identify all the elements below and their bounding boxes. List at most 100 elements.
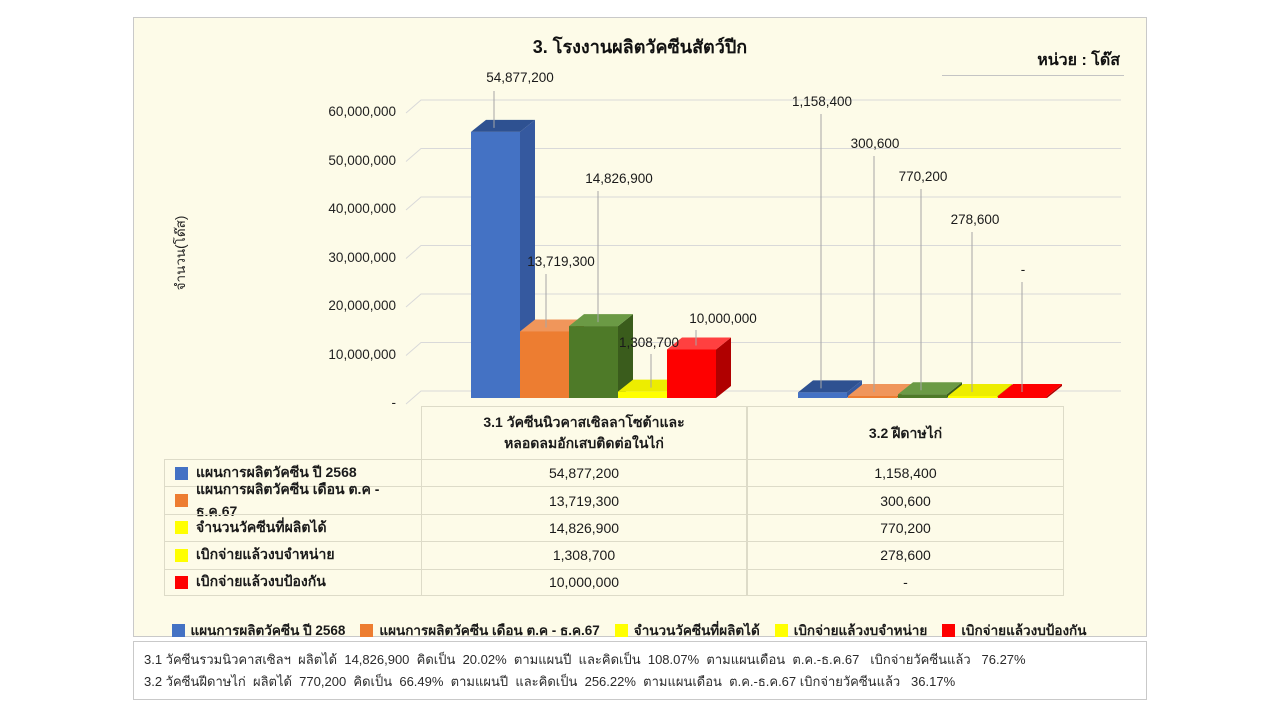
table-value-col2: 770,200 bbox=[747, 513, 1064, 542]
table-value-col2: 300,600 bbox=[747, 486, 1064, 514]
bar-4-group-0 bbox=[667, 337, 731, 398]
bar-data-label: 1,308,700 bbox=[618, 335, 680, 350]
bar-front-face bbox=[898, 394, 947, 398]
legend-swatch bbox=[614, 623, 628, 637]
bar-front-face bbox=[569, 326, 618, 398]
bar-side-face bbox=[1047, 384, 1062, 398]
bar-front-face bbox=[618, 391, 667, 398]
series-swatch bbox=[175, 548, 188, 562]
legend-label: จำนวนวัคซีนที่ผลิตได้ bbox=[633, 623, 760, 638]
footnote-panel: 3.1 วัคซีนรวมนิวคาสเซิลฯ ผลิตได้ 14,826,… bbox=[133, 641, 1147, 700]
legend-label: เบิกจ่ายแล้วงบป้องกัน bbox=[961, 623, 1087, 638]
table-row-series-cell: เบิกจ่ายแล้วงบป้องกัน bbox=[164, 568, 421, 596]
y-tick-label: 10,000,000 bbox=[328, 346, 396, 362]
table-row-series-cell: เบิกจ่ายแล้วงบจำหน่าย bbox=[164, 541, 421, 569]
table-row-series-cell: แผนการผลิตวัคซีน เดือน ต.ค - ธ.ค.67 bbox=[164, 481, 421, 519]
chart-title: 3. โรงงานผลิตวัคซีนสัตว์ปีก bbox=[532, 37, 748, 57]
table-value-col2: 278,600 bbox=[747, 541, 1064, 569]
legend-swatch bbox=[171, 623, 185, 637]
series-swatch bbox=[175, 494, 188, 508]
bar-top-face bbox=[998, 384, 1062, 396]
chart-legend: แผนการผลิตวัคซีน ปี 2568 แผนการผลิตวัคซีน… bbox=[164, 619, 1094, 641]
legend-label: แผนการผลิตวัคซีน เดือน ต.ค - ธ.ค.67 bbox=[379, 623, 600, 638]
bar-front-face bbox=[667, 349, 716, 398]
table-value-col1: 54,877,200 bbox=[421, 459, 747, 487]
y-tick-label: 60,000,000 bbox=[328, 104, 396, 119]
y-tick-label: 20,000,000 bbox=[328, 298, 396, 313]
bar-data-label: 1,158,400 bbox=[791, 94, 853, 109]
legend-item: แผนการผลิตวัคซีน ปี 2568 bbox=[171, 619, 346, 641]
table-value-col2: 1,158,400 bbox=[747, 459, 1064, 487]
table-value-col1: 10,000,000 bbox=[421, 568, 747, 596]
bar-front-face bbox=[471, 131, 520, 398]
bar-2-group-0 bbox=[569, 314, 633, 398]
legend-swatch bbox=[942, 623, 956, 637]
series-label: เบิกจ่ายแล้วงบจำหน่าย bbox=[196, 546, 335, 563]
bar-top-face bbox=[569, 314, 633, 327]
table-value-col2: - bbox=[747, 568, 1064, 596]
series-label: เบิกจ่ายแล้วงบป้องกัน bbox=[196, 573, 326, 590]
bar-top-face bbox=[948, 384, 1012, 396]
legend-item: จำนวนวัคซีนที่ผลิตได้ bbox=[614, 619, 760, 641]
plot-area bbox=[405, 91, 1121, 405]
gridline bbox=[405, 99, 1121, 114]
bar-side-face bbox=[847, 380, 862, 398]
bar-front-face bbox=[848, 396, 897, 398]
bar-4-group-1 bbox=[998, 384, 1062, 398]
bar-top-face bbox=[618, 379, 682, 392]
series-swatch bbox=[175, 521, 188, 535]
table-row-series-cell: จำนวนวัคซีนที่ผลิตได้ bbox=[164, 513, 421, 542]
bar-top-face bbox=[667, 337, 731, 350]
bar-top-face bbox=[848, 384, 912, 396]
series-label: จำนวนวัคซีนที่ผลิตได้ bbox=[196, 518, 327, 535]
series-swatch bbox=[175, 575, 188, 589]
bar-data-label: 54,877,200 bbox=[486, 70, 554, 85]
legend-label: เบิกจ่ายแล้วงบจำหน่าย bbox=[793, 623, 928, 638]
bar-top-face bbox=[898, 382, 962, 395]
legend-item: แผนการผลิตวัคซีน เดือน ต.ค - ธ.ค.67 bbox=[360, 619, 600, 641]
bar-top-face bbox=[798, 380, 862, 393]
legend-item: เบิกจ่ายแล้วงบจำหน่าย bbox=[774, 619, 928, 641]
table-value-col1: 14,826,900 bbox=[421, 513, 747, 542]
bar-side-face bbox=[618, 314, 633, 398]
y-tick-label: 40,000,000 bbox=[328, 201, 396, 216]
bar-data-label: 300,600 bbox=[850, 136, 900, 151]
legend-label: แผนการผลิตวัคซีน ปี 2568 bbox=[190, 623, 346, 638]
bar-top-face bbox=[471, 119, 535, 132]
category-header-2: 3.2 ฝีดาษไก่ bbox=[747, 406, 1064, 459]
bar-front-face bbox=[948, 396, 997, 398]
bar-front-face bbox=[998, 396, 1047, 398]
bar-data-label: 10,000,000 bbox=[689, 311, 757, 326]
bar-data-label: 13,719,300 bbox=[527, 254, 595, 269]
gridline bbox=[405, 342, 1121, 356]
series-swatch bbox=[175, 466, 188, 480]
table-value-col1: 13,719,300 bbox=[421, 486, 747, 514]
y-tick-label: 50,000,000 bbox=[328, 152, 396, 168]
bar-front-face bbox=[520, 331, 569, 398]
gridline bbox=[405, 245, 1121, 259]
legend-item: เบิกจ่ายแล้วงบป้องกัน bbox=[942, 619, 1086, 641]
legend-swatch bbox=[774, 623, 788, 637]
bar-front-face bbox=[798, 392, 847, 398]
series-label: แผนการผลิตวัคซีน ปี 2568 bbox=[196, 464, 357, 481]
gridline bbox=[405, 196, 1121, 211]
bar-side-face bbox=[716, 337, 731, 398]
table-row-series-cell: แผนการผลิตวัคซีน ปี 2568 bbox=[164, 459, 421, 487]
footnote-line: 3.1 วัคซีนรวมนิวคาสเซิลฯ ผลิตได้ 14,826,… bbox=[144, 652, 1026, 667]
bar-data-label: 770,200 bbox=[898, 169, 948, 184]
unit-label: หน่วย : โด๊ส bbox=[1037, 52, 1120, 69]
unit-underline bbox=[942, 75, 1124, 76]
bar-0-group-0 bbox=[471, 119, 535, 398]
footnote-line: 3.2 วัคซีนฝีดาษไก่ ผลิตได้ 770,200 คิดเป… bbox=[144, 674, 956, 689]
bar-data-label: 278,600 bbox=[950, 212, 1000, 227]
bar-top-face bbox=[520, 319, 584, 332]
bar-data-label: - bbox=[1020, 262, 1026, 277]
gridline bbox=[405, 293, 1121, 308]
bar-0-group-1 bbox=[798, 380, 862, 398]
table-value-col1: 1,308,700 bbox=[421, 541, 747, 569]
legend-swatch bbox=[360, 623, 374, 637]
y-tick-label: 30,000,000 bbox=[328, 249, 396, 265]
chart-panel: 3. โรงงานผลิตวัคซีนสัตว์ปีก หน่วย : โด๊ส… bbox=[133, 17, 1147, 638]
y-tick-label: - bbox=[391, 395, 397, 410]
